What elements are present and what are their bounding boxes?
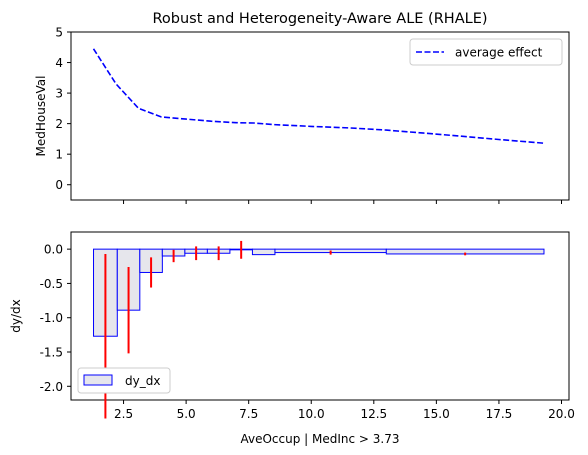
bottom-x-tick-label: 5.0 [177, 407, 196, 421]
bottom-x-axis-label: AveOccup | MedInc > 3.73 [240, 432, 399, 446]
top-y-tick-label: 2 [55, 117, 63, 131]
average-effect-plot: 0 1 2 3 4 5 MedHouseVal average effect [34, 26, 570, 204]
chart-title: Robust and Heterogeneity-Aware ALE (RHAL… [152, 11, 487, 27]
bottom-y-axis-label: dy/dx [9, 299, 23, 332]
average-effect-line [92, 48, 545, 144]
top-y-ticks: 0 1 2 3 4 5 [55, 26, 71, 192]
bottom-legend-box [77, 367, 171, 394]
bottom-y-tick-label: -0.5 [40, 277, 63, 291]
bottom-y-tick-label: -1.5 [40, 346, 63, 360]
bottom-y-tick-label: 0.0 [44, 243, 63, 257]
bottom-y-tick-label: -2.0 [40, 380, 63, 394]
bottom-x-tick-label: 20.0 [548, 407, 575, 421]
bottom-y-ticks: 0.0 -0.5 -1.0 -1.5 -2.0 [40, 243, 71, 394]
top-y-tick-label: 3 [55, 87, 63, 101]
top-y-tick-label: 4 [55, 56, 63, 70]
bottom-x-tick-label: 10.0 [298, 407, 325, 421]
legend-bar-patch-icon [83, 374, 113, 386]
top-y-tick-label: 1 [55, 148, 63, 162]
bottom-x-ticks: 2.5 5.0 7.5 10.0 12.5 15.0 17.5 20.0 [114, 400, 575, 421]
bottom-x-tick-label: 12.5 [360, 407, 387, 421]
bottom-x-tick-label: 17.5 [486, 407, 513, 421]
top-axes-frame [70, 31, 570, 201]
top-legend-label: average effect [455, 46, 543, 60]
bottom-y-tick-label: -1.0 [40, 311, 63, 325]
top-legend: average effect [409, 38, 563, 66]
bottom-legend: dy_dx [77, 367, 171, 394]
top-y-tick-label: 5 [55, 26, 63, 40]
bottom-x-tick-label: 7.5 [239, 407, 258, 421]
bottom-axes-frame [70, 231, 570, 401]
bottom-x-tick-label: 2.5 [114, 407, 133, 421]
derivative-bars [93, 248, 545, 337]
derivative-bar [251, 248, 276, 256]
top-y-tick-label: 0 [55, 178, 63, 192]
top-y-axis-label: MedHouseVal [34, 76, 48, 157]
bottom-x-tick-label: 15.0 [423, 407, 450, 421]
top-x-ticks [123, 200, 562, 204]
top-legend-box [409, 38, 563, 66]
derivative-plot: 0.0 -0.5 -1.0 -1.5 -2.0 2.5 5.0 7.5 10.0 12.5 15.… [9, 231, 575, 446]
bottom-legend-label: dy_dx [125, 374, 160, 388]
